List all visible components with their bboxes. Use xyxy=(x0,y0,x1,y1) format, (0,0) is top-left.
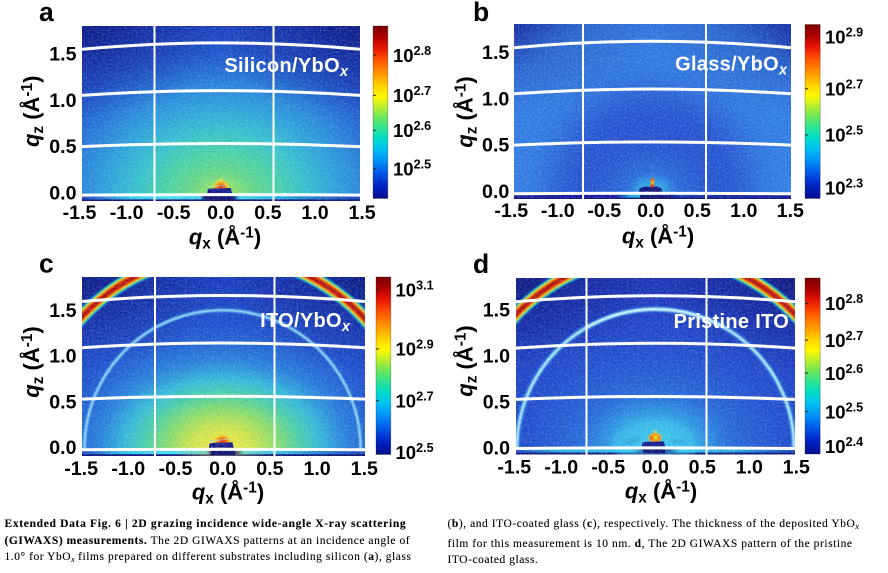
svg-text:-0.5: -0.5 xyxy=(591,456,625,478)
svg-text:-1.0: -1.0 xyxy=(544,456,578,478)
svg-text:1.0: 1.0 xyxy=(303,458,330,480)
svg-text:1.0: 1.0 xyxy=(483,346,510,368)
svg-text:-0.5: -0.5 xyxy=(159,458,193,480)
svg-text:1.5: 1.5 xyxy=(348,202,375,224)
svg-text:0.0: 0.0 xyxy=(207,202,234,224)
svg-text:a: a xyxy=(39,0,54,27)
svg-text:0.5: 0.5 xyxy=(254,202,281,224)
svg-text:qx (Å-1): qx (Å-1) xyxy=(192,479,264,508)
svg-text:1.5: 1.5 xyxy=(783,456,810,478)
svg-text:0.0: 0.0 xyxy=(209,458,236,480)
svg-text:0.5: 0.5 xyxy=(49,391,76,413)
svg-text:c: c xyxy=(39,249,54,279)
svg-text:-1.0: -1.0 xyxy=(111,458,145,480)
svg-text:qx (Å-1): qx (Å-1) xyxy=(622,223,694,252)
svg-text:qz (Å-1): qz (Å-1) xyxy=(18,326,47,398)
svg-text:Pristine ITO: Pristine ITO xyxy=(674,311,790,333)
svg-text:-1.5: -1.5 xyxy=(494,200,528,222)
svg-text:0.5: 0.5 xyxy=(689,456,716,478)
svg-text:qz (Å-1): qz (Å-1) xyxy=(18,76,47,148)
svg-text:b: b xyxy=(473,0,489,27)
svg-text:-1.5: -1.5 xyxy=(497,456,531,478)
svg-text:1.5: 1.5 xyxy=(49,300,76,322)
svg-text:0.5: 0.5 xyxy=(483,392,510,414)
svg-text:-1.0: -1.0 xyxy=(541,200,575,222)
svg-text:0.0: 0.0 xyxy=(642,456,669,478)
svg-text:1.0: 1.0 xyxy=(736,456,763,478)
svg-text:-0.5: -0.5 xyxy=(587,200,621,222)
svg-text:Glass/YbOx: Glass/YbOx xyxy=(675,54,788,79)
svg-text:1.5: 1.5 xyxy=(777,200,804,222)
svg-text:0.5: 0.5 xyxy=(49,136,76,158)
svg-text:0.0: 0.0 xyxy=(637,200,664,222)
svg-text:1.5: 1.5 xyxy=(351,458,378,480)
svg-text:1.0: 1.0 xyxy=(301,202,328,224)
svg-text:d: d xyxy=(473,249,489,279)
svg-text:0.0: 0.0 xyxy=(49,437,76,459)
svg-text:Silicon/YbOx: Silicon/YbOx xyxy=(224,55,349,80)
svg-text:-1.0: -1.0 xyxy=(110,202,144,224)
svg-text:1.5: 1.5 xyxy=(49,43,76,65)
svg-text:qz (Å-1): qz (Å-1) xyxy=(452,325,481,397)
svg-text:1.0: 1.0 xyxy=(49,346,76,368)
svg-text:-0.5: -0.5 xyxy=(157,202,191,224)
svg-text:-1.5: -1.5 xyxy=(63,202,97,224)
svg-text:0.5: 0.5 xyxy=(256,458,283,480)
svg-text:-1.5: -1.5 xyxy=(64,458,98,480)
svg-text:0.0: 0.0 xyxy=(49,183,76,205)
svg-text:0.0: 0.0 xyxy=(483,438,510,460)
svg-text:0.5: 0.5 xyxy=(482,135,509,157)
svg-text:1.0: 1.0 xyxy=(49,90,76,112)
svg-text:1.5: 1.5 xyxy=(482,42,509,64)
svg-text:1.0: 1.0 xyxy=(730,200,757,222)
svg-text:1.5: 1.5 xyxy=(483,300,510,322)
svg-text:qz (Å-1): qz (Å-1) xyxy=(452,76,481,148)
svg-text:qx (Å-1): qx (Å-1) xyxy=(189,224,261,253)
svg-text:1.0: 1.0 xyxy=(482,88,509,110)
svg-text:qx (Å-1): qx (Å-1) xyxy=(625,477,697,506)
svg-text:ITO/YbOx: ITO/YbOx xyxy=(260,310,351,335)
svg-text:0.5: 0.5 xyxy=(684,200,711,222)
svg-text:0.0: 0.0 xyxy=(482,181,509,203)
